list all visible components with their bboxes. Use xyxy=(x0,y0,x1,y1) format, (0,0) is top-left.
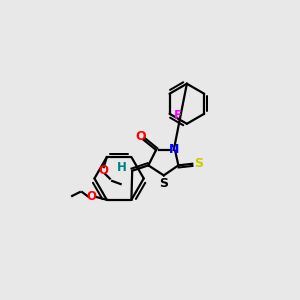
Text: O: O xyxy=(86,190,96,203)
Text: N: N xyxy=(169,143,180,157)
Text: F: F xyxy=(174,109,182,122)
Text: O: O xyxy=(98,164,108,178)
Text: S: S xyxy=(194,157,203,170)
Text: S: S xyxy=(159,177,168,190)
Text: O: O xyxy=(135,130,146,143)
Text: H: H xyxy=(116,161,126,174)
